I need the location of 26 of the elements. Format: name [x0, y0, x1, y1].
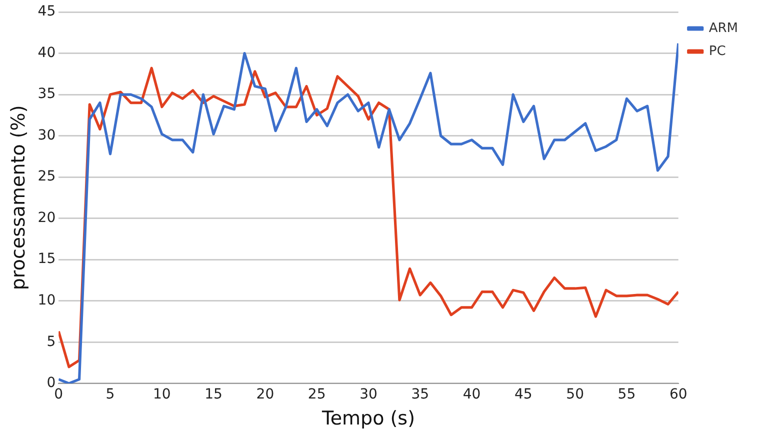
x-tick-label: 50: [566, 386, 584, 402]
x-tick-label: 35: [411, 386, 430, 402]
x-tick-label: 60: [669, 386, 688, 402]
x-tick-label: 55: [618, 386, 636, 402]
x-tick-label: 25: [308, 386, 326, 402]
x-tick-label: 5: [106, 386, 115, 402]
y-tick-label: 0: [46, 375, 56, 392]
y-tick-label: 20: [38, 210, 56, 226]
y-axis-title: processamento (%): [7, 105, 30, 290]
y-tick-label: 10: [38, 292, 56, 309]
x-tick-label: 20: [256, 386, 274, 402]
legend-label: ARM: [708, 20, 738, 36]
y-tick-label: 15: [38, 251, 56, 268]
y-tick-label: 35: [38, 86, 56, 102]
x-tick-label: 15: [204, 386, 222, 402]
y-tick-label: 40: [38, 44, 56, 61]
y-tick-label: 45: [38, 4, 56, 20]
x-tick-label: 10: [152, 386, 171, 402]
x-tick-label: 30: [360, 386, 378, 402]
y-tick-label: 25: [38, 168, 56, 185]
y-tick-label: 30: [38, 127, 56, 144]
x-tick-label: 45: [514, 386, 532, 402]
y-tick-label: 5: [46, 334, 56, 350]
x-axis-title: Tempo (s): [320, 408, 415, 430]
legend-label: PC: [708, 44, 726, 59]
x-tick-label: 40: [462, 386, 481, 402]
